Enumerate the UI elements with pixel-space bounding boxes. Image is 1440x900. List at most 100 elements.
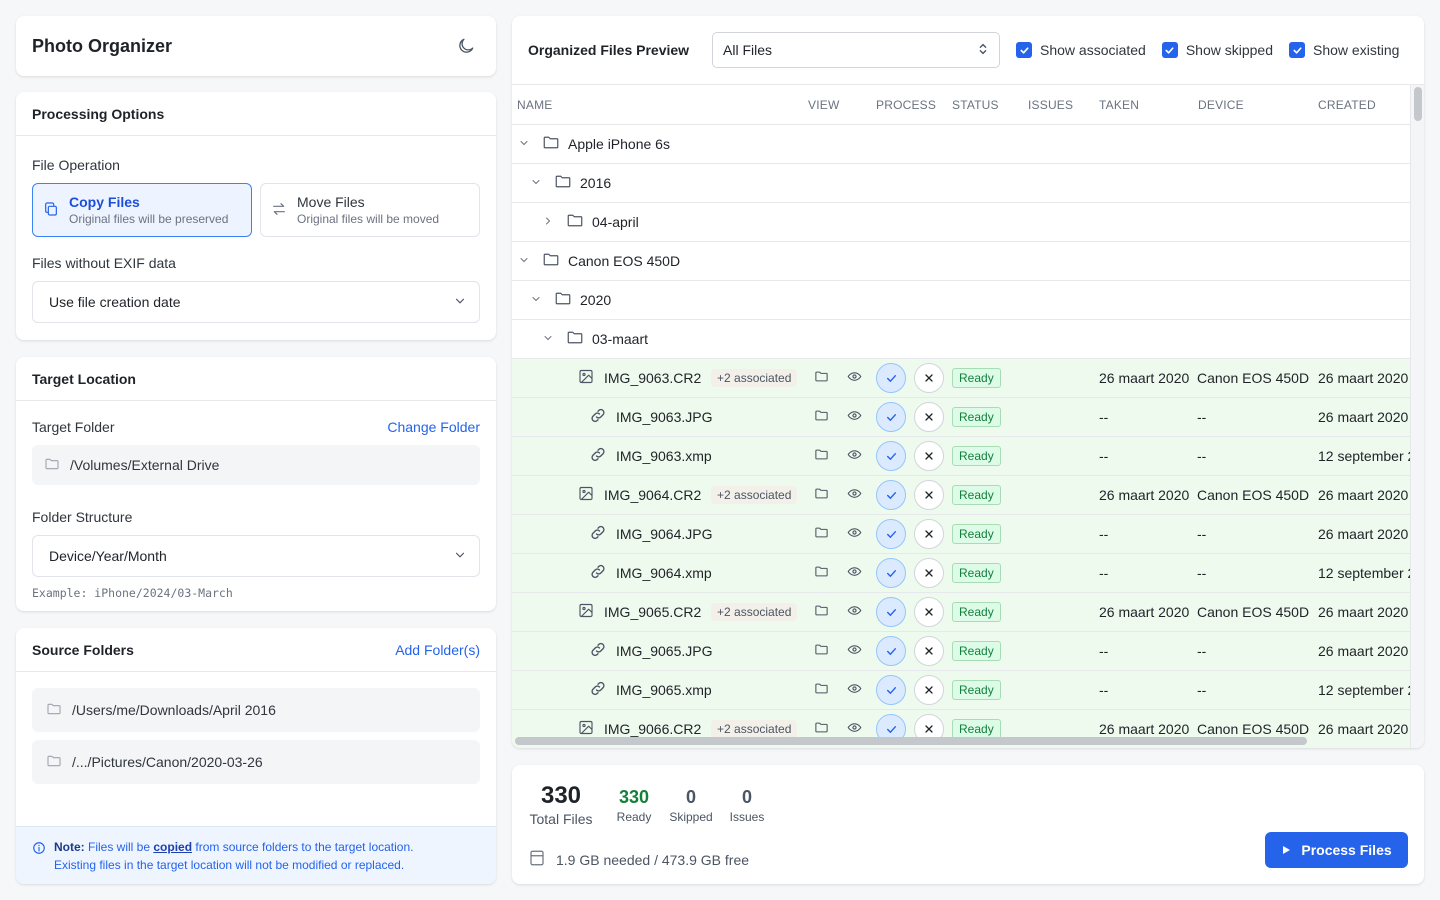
folder-row[interactable]: 04-april (512, 203, 1410, 242)
horizontal-scrollbar[interactable] (515, 737, 1307, 745)
folder-row[interactable]: Apple iPhone 6s (512, 125, 1410, 164)
associated-badge[interactable]: +2 associated (711, 369, 798, 387)
file-filter-select[interactable]: All Files (712, 32, 1000, 68)
copy-files-option[interactable]: Copy Files Original files will be preser… (32, 183, 252, 237)
created-date: 26 maart 2020 (1318, 526, 1409, 542)
move-files-option[interactable]: Move Files Original files will be moved (260, 183, 480, 237)
eye-icon[interactable] (847, 564, 862, 582)
file-row[interactable]: IMG_9064.CR2 +2 associated Ready 26 maart 2… (512, 476, 1410, 515)
eye-icon[interactable] (847, 369, 862, 387)
eye-icon[interactable] (847, 447, 862, 465)
chevron-down-icon[interactable] (530, 175, 542, 191)
open-folder-icon[interactable] (814, 447, 829, 465)
exclude-button[interactable] (914, 480, 944, 510)
eye-icon[interactable] (847, 603, 862, 621)
stat-total: 330 Total Files (528, 782, 594, 827)
file-row[interactable]: IMG_9063.xmp Ready -- -- 12 september 2 (512, 437, 1410, 476)
folder-row[interactable]: 2020 (512, 281, 1410, 320)
folder-icon (554, 173, 572, 194)
eye-icon[interactable] (847, 642, 862, 660)
eye-icon[interactable] (847, 720, 862, 738)
device-name: Canon EOS 450D (1197, 487, 1310, 503)
folder-structure-label: Folder Structure (32, 509, 133, 525)
file-row[interactable]: IMG_9064.xmp Ready -- -- 12 september 2 (512, 554, 1410, 593)
file-row[interactable]: IMG_9063.JPG Ready -- -- 26 maart 2020 (512, 398, 1410, 437)
show-existing-checkbox[interactable]: Show existing (1289, 42, 1399, 58)
stat-issues: 0 Issues (727, 787, 767, 824)
exclude-button[interactable] (914, 363, 944, 393)
include-button[interactable] (876, 480, 906, 510)
col-name[interactable]: NAME (517, 98, 553, 112)
exclude-button[interactable] (914, 402, 944, 432)
folder-icon (44, 456, 60, 475)
device-name: -- (1197, 448, 1207, 464)
file-row[interactable]: IMG_9065.JPG Ready -- -- 26 maart 2020 (512, 632, 1410, 671)
open-folder-icon[interactable] (814, 408, 829, 426)
change-folder-link[interactable]: Change Folder (387, 419, 480, 435)
file-row[interactable]: IMG_9064.JPG Ready -- -- 26 maart 2020 (512, 515, 1410, 554)
folder-row[interactable]: Canon EOS 450D (512, 242, 1410, 281)
file-name: IMG_9064.JPG (616, 526, 713, 542)
add-folder-link[interactable]: Add Folder(s) (395, 641, 480, 658)
col-taken[interactable]: TAKEN (1099, 98, 1140, 112)
open-folder-icon[interactable] (814, 720, 829, 738)
open-folder-icon[interactable] (814, 525, 829, 543)
open-folder-icon[interactable] (814, 642, 829, 660)
open-folder-icon[interactable] (814, 486, 829, 504)
exclude-button[interactable] (914, 558, 944, 588)
exclude-button[interactable] (914, 441, 944, 471)
process-files-button[interactable]: Process Files (1265, 832, 1408, 868)
chevron-down-icon[interactable] (542, 331, 554, 347)
created-date: 12 september 2 (1318, 682, 1410, 698)
source-folder-item[interactable]: /Users/me/Downloads/April 2016 (32, 688, 480, 732)
file-row[interactable]: IMG_9063.CR2 +2 associated Ready 26 maart 2… (512, 359, 1410, 398)
col-created[interactable]: CREATED (1318, 98, 1376, 112)
chevron-down-icon[interactable] (530, 292, 542, 308)
chevron-down-icon[interactable] (518, 253, 530, 269)
file-row[interactable]: IMG_9065.CR2 +2 associated Ready 26 maart 2… (512, 593, 1410, 632)
open-folder-icon[interactable] (814, 603, 829, 621)
open-folder-icon[interactable] (814, 681, 829, 699)
folder-structure-select[interactable]: Device/Year/Month (32, 535, 480, 577)
exclude-button[interactable] (914, 597, 944, 627)
open-folder-icon[interactable] (814, 369, 829, 387)
close-icon (923, 489, 935, 501)
include-button[interactable] (876, 597, 906, 627)
eye-icon[interactable] (847, 525, 862, 543)
show-skipped-checkbox[interactable]: Show skipped (1161, 42, 1273, 58)
vertical-scrollbar[interactable] (1414, 87, 1422, 121)
open-folder-icon[interactable] (814, 564, 829, 582)
exclude-button[interactable] (914, 519, 944, 549)
folder-row[interactable]: 03-maart (512, 320, 1410, 359)
show-associated-label: Show associated (1040, 42, 1146, 58)
file-row[interactable]: IMG_9065.xmp Ready -- -- 12 september 2 (512, 671, 1410, 710)
include-button[interactable] (876, 636, 906, 666)
folder-row[interactable]: 2016 (512, 164, 1410, 203)
include-button[interactable] (876, 402, 906, 432)
exclude-button[interactable] (914, 636, 944, 666)
associated-badge[interactable]: +2 associated (711, 486, 798, 504)
folder-row-name: 2020 (580, 292, 612, 308)
eye-icon[interactable] (847, 408, 862, 426)
associated-badge[interactable]: +2 associated (711, 720, 798, 738)
taken-date: -- (1099, 682, 1109, 698)
include-button[interactable] (876, 558, 906, 588)
exclude-button[interactable] (914, 675, 944, 705)
eye-icon[interactable] (847, 681, 862, 699)
chevron-down-icon[interactable] (518, 136, 530, 152)
include-button[interactable] (876, 441, 906, 471)
check-icon (885, 450, 898, 463)
source-folder-item[interactable]: /.../Pictures/Canon/2020-03-26 (32, 740, 480, 784)
exif-select[interactable]: Use file creation date (32, 281, 480, 323)
include-button[interactable] (876, 363, 906, 393)
eye-icon[interactable] (847, 486, 862, 504)
moon-icon[interactable] (452, 32, 480, 60)
chevron-right-icon[interactable] (542, 214, 554, 230)
col-status[interactable]: STATUS (952, 98, 999, 112)
include-button[interactable] (876, 519, 906, 549)
col-device[interactable]: DEVICE (1198, 98, 1244, 112)
check-icon (885, 372, 898, 385)
associated-badge[interactable]: +2 associated (711, 603, 798, 621)
include-button[interactable] (876, 675, 906, 705)
show-associated-checkbox[interactable]: Show associated (1016, 42, 1146, 58)
